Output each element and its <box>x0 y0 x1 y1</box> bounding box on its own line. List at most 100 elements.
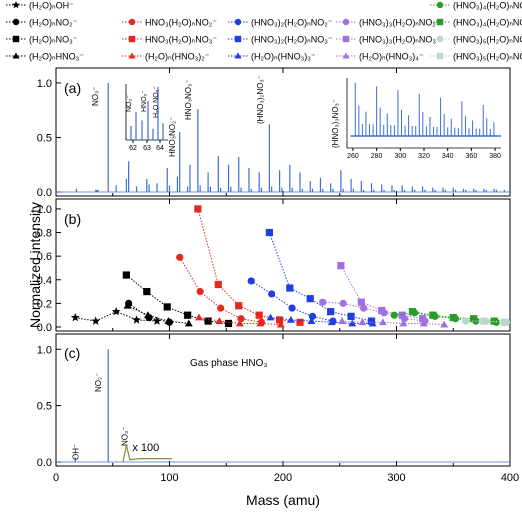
data-point-15-0 <box>462 317 470 325</box>
series-line-12 <box>341 320 445 326</box>
peak-annotation: NO₃⁻ <box>91 87 100 106</box>
inset-peak-label: NO₂⁻ <box>126 95 133 112</box>
data-point-7-2 <box>288 304 296 312</box>
data-point-12-0 <box>338 317 346 324</box>
legend-label-4: HNO₃(H₂O)ₙNO₂⁻ <box>145 18 217 28</box>
y-tick-label: 0.6 <box>37 251 52 263</box>
data-point-0-0 <box>70 312 80 322</box>
legend-label-12: (H₂O)ₙ(HNO₃)₄⁻ <box>359 52 424 62</box>
legend-label-2: (H₂O)ₙNO₃⁻ <box>29 35 78 45</box>
data-point-8-2 <box>306 295 314 303</box>
inset-peak-label: H₂O NO₂⁻ <box>153 86 160 118</box>
data-point-9-3 <box>327 318 336 326</box>
data-point-14-1 <box>429 311 437 319</box>
legend-label-9: (H₂O)ₙ(HNO₃)₃⁻ <box>251 52 316 62</box>
legend-marker-2 <box>12 35 20 43</box>
peak-annotation: HNO₃NO₃⁻ <box>184 79 193 120</box>
legend-marker-9 <box>234 52 242 59</box>
inset-x-tick-label: 340 <box>442 153 454 160</box>
y-tick-label: 0.0 <box>37 322 52 334</box>
series-line-5 <box>197 208 301 323</box>
data-point-5-1 <box>214 280 222 289</box>
y-tick-label: 0.2 <box>37 298 52 310</box>
data-point-9-2 <box>307 317 316 324</box>
legend-label-0: (H₂O)ₙOH⁻ <box>29 1 74 11</box>
data-point-6-3 <box>256 319 265 327</box>
data-point-4-0 <box>176 253 184 261</box>
peak-annotation: NO₃⁻ <box>120 427 129 446</box>
inset-x-tick-label: 63 <box>143 145 151 152</box>
y-tick-label: 0.4 <box>37 275 52 287</box>
inset-x-tick-label: 280 <box>371 153 383 160</box>
inset-peak-label: HNO₂⁻ <box>141 90 148 112</box>
data-point-5-2 <box>235 302 243 310</box>
legend-marker-15 <box>436 35 444 43</box>
data-point-12-2 <box>378 318 387 326</box>
legend-label-1: (H₂O)ₙNO₂⁻ <box>29 18 78 28</box>
data-point-4-2 <box>216 304 225 312</box>
data-point-8-1 <box>286 284 294 292</box>
legend-marker-6 <box>128 52 136 59</box>
data-point-12-1 <box>358 318 367 326</box>
data-point-3-2 <box>164 317 173 324</box>
data-point-3-3 <box>184 319 193 327</box>
series-line-13 <box>394 312 497 323</box>
legend-marker-5 <box>128 35 136 43</box>
legend-label-14: (HNO₃)₄(H₂O)ₙNO₃⁻ <box>453 18 522 28</box>
legend-label-6: (H₂O)ₙ(HNO₃)₂⁻ <box>145 52 210 62</box>
data-point-0-3 <box>132 315 142 324</box>
y-tick-label: 0.8 <box>37 228 52 240</box>
legend-marker-8 <box>234 35 242 43</box>
data-point-8-5 <box>367 317 376 325</box>
data-point-10-2 <box>359 304 368 312</box>
peak-annotation: OH⁻ <box>71 444 80 460</box>
series-line-3 <box>127 305 189 324</box>
legend-label-3: (H₂O)ₙHNO₃⁻ <box>29 52 84 62</box>
data-point-12-3 <box>399 319 408 327</box>
y-tick-label: 0.5 <box>37 401 52 413</box>
data-point-7-3 <box>308 312 317 320</box>
data-point-2-3 <box>184 311 192 319</box>
legend-label-16: (HNO₃)₅(H₂O)ₙNO₃⁻ <box>453 52 522 62</box>
x-tick-label: 300 <box>387 472 405 484</box>
data-point-14-3 <box>470 315 478 323</box>
data-point-6-0 <box>195 313 203 321</box>
inset-x-tick-label: 320 <box>418 153 430 160</box>
data-point-2-2 <box>163 303 171 311</box>
data-point-8-4 <box>347 312 355 320</box>
y-tick-label: 1.0 <box>37 204 52 216</box>
peak-annotation: (HNO₃)₃NO₃⁻ <box>331 99 340 148</box>
panel-title: Gas phase HNO₃ <box>190 358 267 369</box>
legend-label-10: (HNO₃)₃(H₂O)ₙNO₂⁻ <box>359 18 441 28</box>
y-tick-label: 1.0 <box>37 344 52 356</box>
legend: (H₂O)ₙOH⁻ (H₂O)ₙNO₂⁻ (H₂O)ₙNO₃⁻ (H₂O)ₙHNO₃⁻… <box>6 1 522 62</box>
data-point-3-0 <box>123 301 132 309</box>
legend-label-13: (HNO₃)₄(H₂O)ₙNO₂⁻ <box>453 1 522 11</box>
peak-annotation: (HNO₃)₂NO₃⁻ <box>256 75 265 124</box>
data-point-11-2 <box>378 306 386 315</box>
legend-label-11: (HNO₃)₃(H₂O)ₙNO₃⁻ <box>359 35 441 45</box>
data-point-2-5 <box>224 319 233 328</box>
peak-annotation: HNO₃NO₂⁻ <box>168 117 177 157</box>
y-tick-label: 1.0 <box>37 78 52 90</box>
legend-marker-16 <box>436 52 444 60</box>
data-point-5-5 <box>296 318 304 326</box>
data-point-14-0 <box>408 308 416 316</box>
panel-a: 0.0 0.5 1.0 (a) NO₃⁻ HNO₃NO₃⁻ HNO₃NO₂⁻ (HNO₃)₂N… <box>37 67 511 199</box>
data-point-16-1 <box>500 318 508 326</box>
data-point-2-0 <box>122 271 130 279</box>
series-line-9 <box>270 317 373 324</box>
series-line-2 <box>126 274 229 324</box>
x-tick-label: 100 <box>160 472 178 484</box>
data-point-11-3 <box>398 311 406 319</box>
legend-marker-4 <box>128 18 136 26</box>
data-point-0-4 <box>152 316 162 325</box>
plot-frame <box>55 198 511 332</box>
y-axis-label: Normalized intensity <box>27 202 43 328</box>
inset-x-tick-label: 62 <box>129 145 137 152</box>
legend-marker-0 <box>12 0 20 9</box>
data-point-16-0 <box>480 317 488 325</box>
data-point-6-4 <box>276 320 285 328</box>
series-line-8 <box>268 232 372 322</box>
